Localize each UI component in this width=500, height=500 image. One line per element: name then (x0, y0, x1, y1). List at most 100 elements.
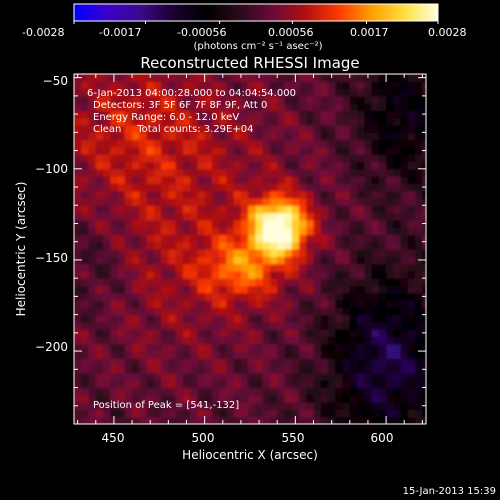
heatmap-cell (161, 241, 169, 250)
heatmap-cell (146, 380, 155, 389)
heatmap-cell (386, 197, 394, 206)
heatmap-cell (81, 307, 90, 316)
heatmap-cell (422, 176, 426, 184)
heatmap-cell (378, 161, 387, 170)
heatmap-cell (219, 154, 228, 163)
annotation-clean-counts: Clean Total counts: 3.29E+04 (93, 124, 253, 135)
heatmap-cell (197, 321, 206, 330)
heatmap-cell (262, 307, 271, 316)
heatmap-cell (255, 372, 264, 381)
heatmap-cell (219, 88, 228, 97)
heatmap-cell (386, 263, 394, 272)
heatmap-cell (342, 183, 351, 192)
heatmap-cell (197, 278, 206, 287)
heatmap-cell (103, 190, 111, 199)
heatmap-cell (146, 409, 155, 418)
heatmap-cell (335, 154, 344, 163)
heatmap-cell (306, 154, 315, 163)
heatmap-cell (342, 358, 351, 367)
heatmap-cell (132, 139, 140, 148)
heatmap-cell (364, 146, 373, 155)
heatmap-cell (320, 190, 329, 199)
heatmap-cell (95, 183, 104, 192)
heatmap-cell (255, 190, 264, 199)
heatmap-cell (371, 168, 380, 177)
heatmap-cell (124, 190, 133, 199)
heatmap-cell (335, 132, 344, 141)
heatmap-cell (219, 380, 228, 389)
heatmap-cell (386, 329, 394, 338)
heatmap-cell (335, 292, 344, 301)
heatmap-cell (124, 314, 133, 323)
heatmap-cell (226, 219, 235, 228)
heatmap-cell (328, 88, 336, 97)
heatmap-cell (124, 212, 133, 221)
heatmap-cell (211, 234, 220, 243)
heatmap-cell (175, 263, 184, 272)
heatmap-cell (219, 278, 228, 287)
heatmap-cell (211, 307, 220, 316)
heatmap-cell (328, 409, 336, 418)
heatmap-cell (298, 125, 307, 133)
heatmap-cell (328, 95, 336, 104)
heatmap-cell (415, 270, 423, 279)
heatmap-cell (139, 351, 148, 359)
heatmap-cell (226, 161, 235, 170)
heatmap-cell (364, 81, 373, 90)
heatmap-cell (313, 263, 322, 272)
heatmap-cell (255, 256, 264, 265)
heatmap-cell (110, 212, 119, 221)
heatmap-cell (371, 81, 380, 90)
heatmap-cell (219, 314, 228, 323)
heatmap-cell (335, 103, 344, 112)
heatmap-cell (153, 81, 162, 90)
heatmap-cell (132, 285, 140, 294)
heatmap-cell (190, 256, 198, 265)
heatmap-cell (255, 197, 264, 206)
heatmap-cell (357, 197, 365, 206)
heatmap-cell (88, 139, 97, 148)
heatmap-cell (146, 125, 155, 133)
heatmap-cell (335, 329, 344, 338)
heatmap-cell (277, 176, 286, 184)
heatmap-cell (298, 321, 307, 330)
annotation-time-range: 6-Jan-2013 04:00:28.000 to 04:04:54.000 (87, 88, 296, 99)
heatmap-cell (95, 74, 104, 82)
heatmap-cell (313, 351, 322, 359)
heatmap-cell (204, 365, 213, 374)
heatmap-cell (146, 300, 155, 308)
heatmap-cell (313, 146, 322, 155)
heatmap-cell (117, 351, 126, 359)
heatmap-cell (204, 321, 213, 330)
heatmap-cell (226, 212, 235, 221)
heatmap-cell (81, 117, 90, 126)
heatmap-cell (182, 292, 191, 301)
heatmap-cell (146, 117, 155, 126)
heatmap-cell (219, 95, 228, 104)
heatmap-cell (291, 117, 300, 126)
heatmap-cell (95, 402, 104, 411)
heatmap-cell (88, 241, 97, 250)
heatmap-cell (161, 125, 169, 133)
heatmap-cell (306, 256, 315, 265)
heatmap-cell (88, 314, 97, 323)
heatmap-cell (284, 300, 293, 308)
heatmap-cell (110, 278, 119, 287)
heatmap-cell (233, 263, 242, 272)
heatmap-cell (233, 380, 242, 389)
heatmap-cell (298, 161, 307, 170)
heatmap-cell (139, 227, 148, 236)
heatmap-cell (117, 263, 126, 272)
heatmap-cell (161, 285, 169, 294)
heatmap-cell (124, 416, 133, 424)
heatmap-cell (262, 139, 271, 148)
heatmap-cell (262, 212, 271, 221)
heatmap-cell (306, 74, 315, 82)
heatmap-cell (269, 278, 278, 287)
heatmap-cell (349, 256, 358, 265)
heatmap-cell (393, 125, 402, 133)
heatmap-cell (335, 249, 344, 257)
heatmap-cell (291, 256, 300, 265)
heatmap-cell (415, 394, 423, 403)
heatmap-cell (182, 132, 191, 141)
